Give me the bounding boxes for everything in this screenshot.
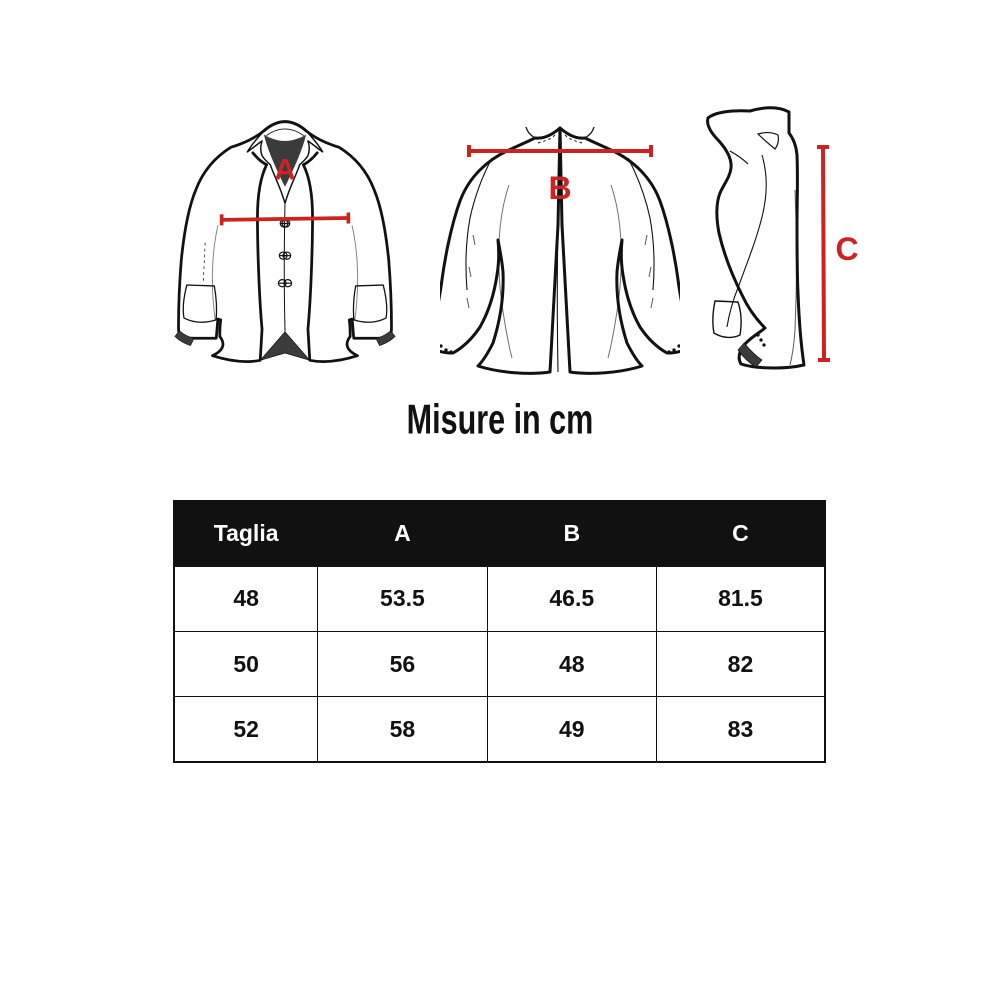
svg-text:C: C	[835, 231, 858, 267]
svg-text:A: A	[274, 153, 295, 186]
svg-text:B: B	[548, 170, 571, 206]
